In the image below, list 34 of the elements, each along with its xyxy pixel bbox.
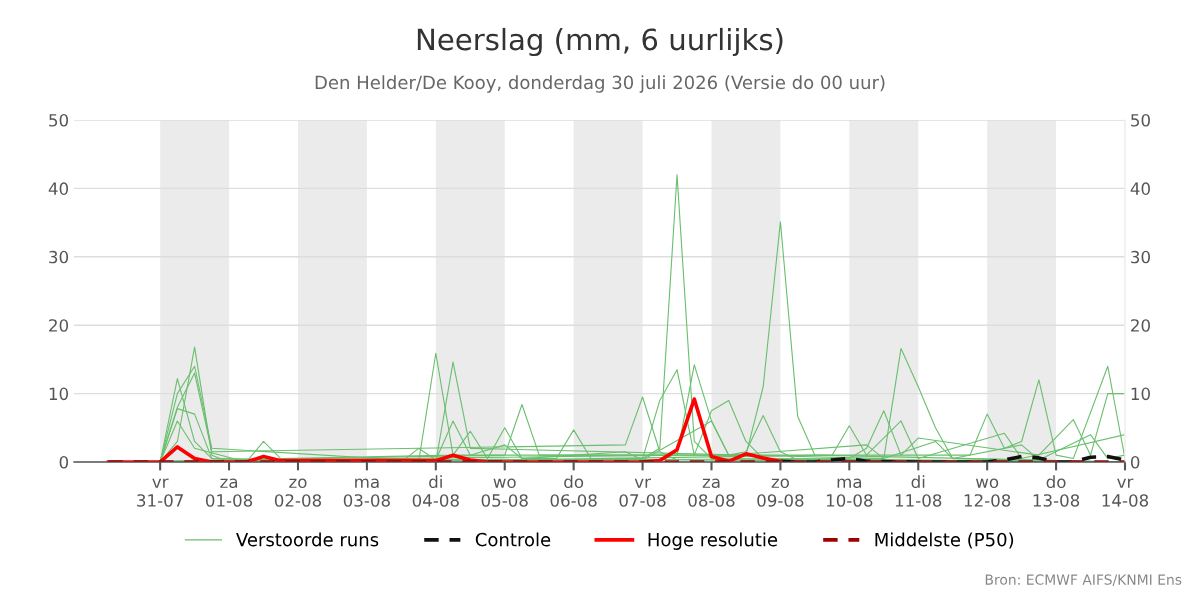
y-tick-label: 30 (49, 250, 69, 264)
y-tick-label: 20 (49, 319, 69, 332)
legend-label: Verstoorde runs (236, 532, 379, 547)
x-tick-label: wo 12-08 (964, 478, 1011, 507)
x-tick-label: vr 31-07 (137, 478, 183, 507)
y-tick-label: 50 (49, 113, 69, 127)
y2-tick-label: 40 (1130, 182, 1150, 195)
x-tick-label: di 04-08 (412, 475, 459, 507)
x-tick-label: di 11-08 (895, 475, 942, 507)
y-tick-label: 0 (59, 455, 69, 469)
y2-tick-label: 20 (1131, 319, 1150, 332)
x-tick-label: do 13-08 (1033, 475, 1080, 507)
y2-tick-label: 0 (1130, 455, 1140, 469)
x-tick-label: zo 02-08 (274, 478, 322, 507)
y2-tick-label: 50 (1131, 113, 1150, 127)
x-tick-label: za 08-08 (688, 478, 735, 507)
y2-tick-label: 30 (1131, 250, 1150, 264)
x-tick-label: ma 03-08 (343, 478, 390, 507)
x-tick-label: wo 05-08 (481, 478, 528, 507)
legend-label: Controle (475, 532, 551, 547)
legend-label: Hoge resolutie (648, 532, 778, 550)
x-tick-label: do 06-08 (550, 475, 597, 507)
y-tick-label: 40 (48, 182, 69, 195)
x-tick-label: vr 14-08 (1102, 478, 1149, 507)
chart-title: Neerslag (mm, 6 uurlijks) (417, 27, 783, 57)
chart-subtitle: Den Helder/De Kooy, donderdag 30 juli 2026 (Versie do 00 uur) (315, 75, 885, 93)
x-tick-label: ma 10-08 (826, 478, 873, 507)
x-tick-label: zo 09-08 (757, 478, 804, 507)
x-tick-label: vr 07-08 (619, 478, 666, 507)
text: Bron: ECMWF AIFS/KNMI Ens (985, 574, 1182, 586)
x-tick-label: za 01-08 (205, 478, 253, 507)
y-tick-label: 10 (49, 387, 69, 401)
y2-tick-label: 10 (1131, 387, 1150, 401)
legend-label: Middelste (P50) (875, 532, 1014, 549)
